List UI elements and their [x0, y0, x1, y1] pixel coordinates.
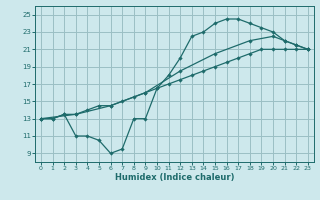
X-axis label: Humidex (Indice chaleur): Humidex (Indice chaleur) — [115, 173, 234, 182]
